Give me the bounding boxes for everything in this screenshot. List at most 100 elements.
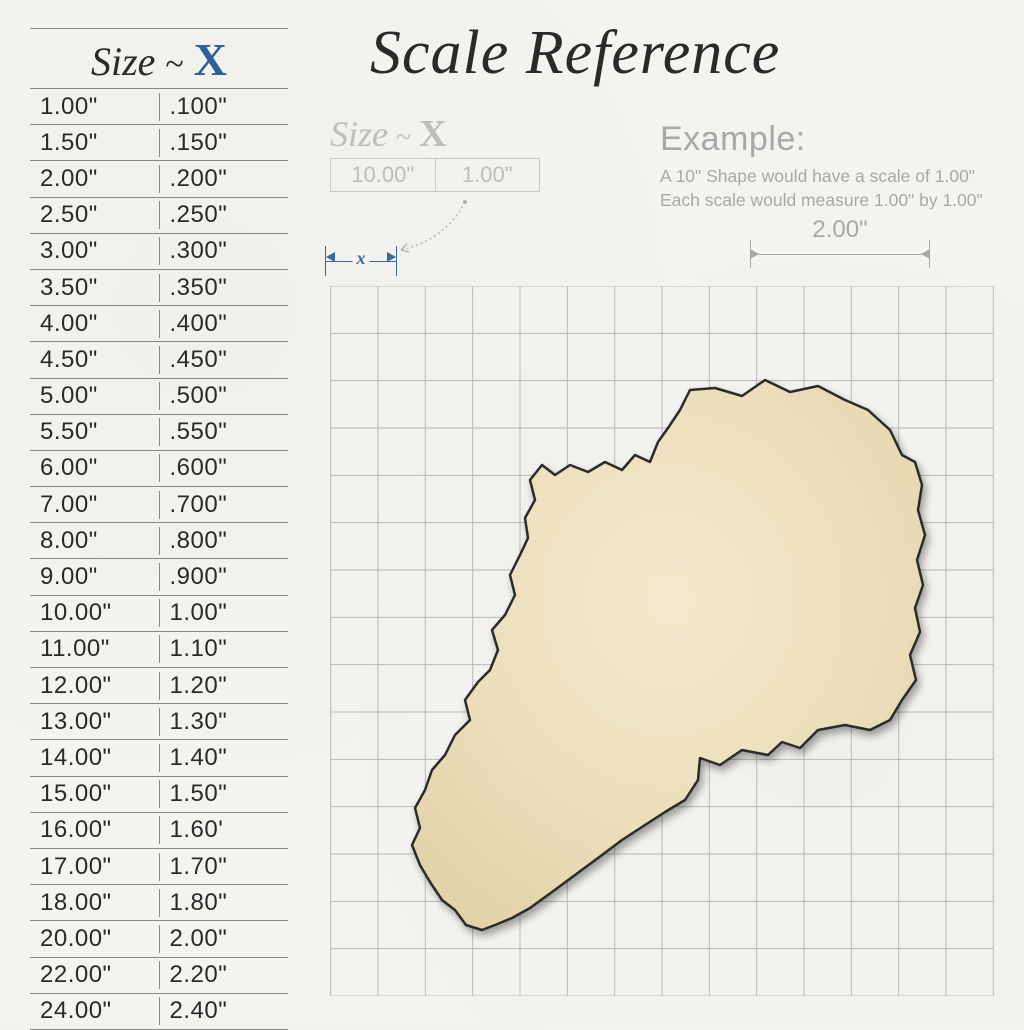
cell-size: 1.00" [30, 93, 159, 121]
mini-cell-scale: 1.00" [435, 159, 540, 191]
table-row: 1.50".150" [30, 125, 288, 161]
table-row: 17.00"1.70" [30, 849, 288, 885]
cell-scale: .100" [159, 93, 289, 121]
x-indicator-label: x [353, 248, 370, 269]
dimension-2in-label: 2.00" [750, 216, 930, 244]
cell-size: 15.00" [30, 780, 159, 808]
table-row: 6.00".600" [30, 451, 288, 487]
table-row: 12.00"1.20" [30, 668, 288, 704]
example-line-1: A 10" Shape would have a scale of 1.00" [660, 165, 983, 189]
table-row: 10.00"1.00" [30, 596, 288, 632]
table-row: 9.00".900" [30, 559, 288, 595]
cell-size: 22.00" [30, 961, 159, 989]
cell-size: 2.00" [30, 165, 159, 193]
mini-table: 10.00" 1.00" [330, 158, 540, 192]
table-row: 8.00".800" [30, 523, 288, 559]
table-row: 14.00"1.40" [30, 740, 288, 776]
cell-size: 18.00" [30, 889, 159, 917]
cell-size: 3.00" [30, 237, 159, 265]
example-title: Example: [660, 120, 983, 159]
cell-scale: .400" [159, 310, 289, 338]
dimension-2in: 2.00" [750, 240, 930, 266]
cell-scale: 1.20" [159, 672, 289, 700]
cell-size: 10.00" [30, 599, 159, 627]
cell-scale: .450" [159, 346, 289, 374]
cell-size: 2.50" [30, 201, 159, 229]
cell-scale: 1.60' [159, 816, 289, 844]
cell-scale: .800" [159, 527, 289, 555]
table-row: 11.00"1.10" [30, 632, 288, 668]
cell-scale: 1.10" [159, 635, 289, 663]
cell-size: 4.00" [30, 310, 159, 338]
mini-example-header: Size ~ X 10.00" 1.00" [330, 112, 540, 192]
x-dimension-indicator: x [326, 252, 396, 262]
size-table: Size ~ X 1.00".100"1.50".150"2.00".200"2… [30, 28, 288, 1030]
cell-scale: .700" [159, 491, 289, 519]
cell-size: 3.50" [30, 274, 159, 302]
cell-scale: 2.40" [159, 997, 289, 1025]
cell-size: 5.50" [30, 418, 159, 446]
table-row: 2.00".200" [30, 161, 288, 197]
table-row: 5.50".550" [30, 415, 288, 451]
cell-size: 12.00" [30, 672, 159, 700]
example-block: Example: A 10" Shape would have a scale … [660, 120, 983, 212]
cell-size: 8.00" [30, 527, 159, 555]
mini-cell-size: 10.00" [331, 159, 435, 191]
cell-scale: .550" [159, 418, 289, 446]
cell-size: 17.00" [30, 853, 159, 881]
table-row: 5.00".500" [30, 379, 288, 415]
cell-size: 24.00" [30, 997, 159, 1025]
dotted-arrow-icon [395, 200, 475, 256]
cell-scale: 1.40" [159, 744, 289, 772]
table-row: 1.00".100" [30, 89, 288, 125]
cell-size: 16.00" [30, 816, 159, 844]
cell-size: 1.50" [30, 129, 159, 157]
cell-size: 5.00" [30, 382, 159, 410]
cell-scale: 2.00" [159, 925, 289, 953]
cell-size: 7.00" [30, 491, 159, 519]
size-table-body: 1.00".100"1.50".150"2.00".200"2.50".250"… [30, 89, 288, 1030]
size-table-header: Size ~ X [30, 28, 288, 89]
cell-size: 13.00" [30, 708, 159, 736]
table-row: 18.00"1.80" [30, 885, 288, 921]
cell-scale: 1.50" [159, 780, 289, 808]
cell-size: 4.50" [30, 346, 159, 374]
cell-scale: .200" [159, 165, 289, 193]
cell-scale: .600" [159, 454, 289, 482]
table-row: 16.00"1.60' [30, 813, 288, 849]
cell-scale: 1.30" [159, 708, 289, 736]
cell-size: 6.00" [30, 454, 159, 482]
table-row: 4.00".400" [30, 306, 288, 342]
table-row: 3.00".300" [30, 234, 288, 270]
cell-scale: .300" [159, 237, 289, 265]
table-row: 15.00"1.50" [30, 777, 288, 813]
header-dash: ~ [165, 46, 183, 84]
mini-x-letter: X [419, 112, 446, 156]
mini-dash: ~ [396, 122, 411, 154]
example-line-2: Each scale would measure 1.00" by 1.00" [660, 189, 983, 213]
table-row: 22.00"2.20" [30, 958, 288, 994]
table-row: 4.50".450" [30, 342, 288, 378]
cell-scale: .900" [159, 563, 289, 591]
cell-scale: 1.80" [159, 889, 289, 917]
cell-scale: .350" [159, 274, 289, 302]
reference-grid [328, 286, 996, 996]
page-title: Scale Reference [370, 18, 780, 89]
cell-scale: .500" [159, 382, 289, 410]
table-row: 2.50".250" [30, 198, 288, 234]
cell-size: 20.00" [30, 925, 159, 953]
cell-size: 14.00" [30, 744, 159, 772]
table-row: 13.00"1.30" [30, 704, 288, 740]
table-row: 24.00"2.40" [30, 994, 288, 1030]
cell-scale: 2.20" [159, 961, 289, 989]
cell-scale: .250" [159, 201, 289, 229]
cell-scale: 1.70" [159, 853, 289, 881]
cell-size: 11.00" [30, 635, 159, 663]
table-row: 7.00".700" [30, 487, 288, 523]
cell-scale: 1.00" [159, 599, 289, 627]
table-row: 3.50".350" [30, 270, 288, 306]
cell-scale: .150" [159, 129, 289, 157]
header-x-letter: X [194, 33, 227, 86]
table-row: 20.00"2.00" [30, 921, 288, 957]
header-size-word: Size [91, 38, 155, 85]
